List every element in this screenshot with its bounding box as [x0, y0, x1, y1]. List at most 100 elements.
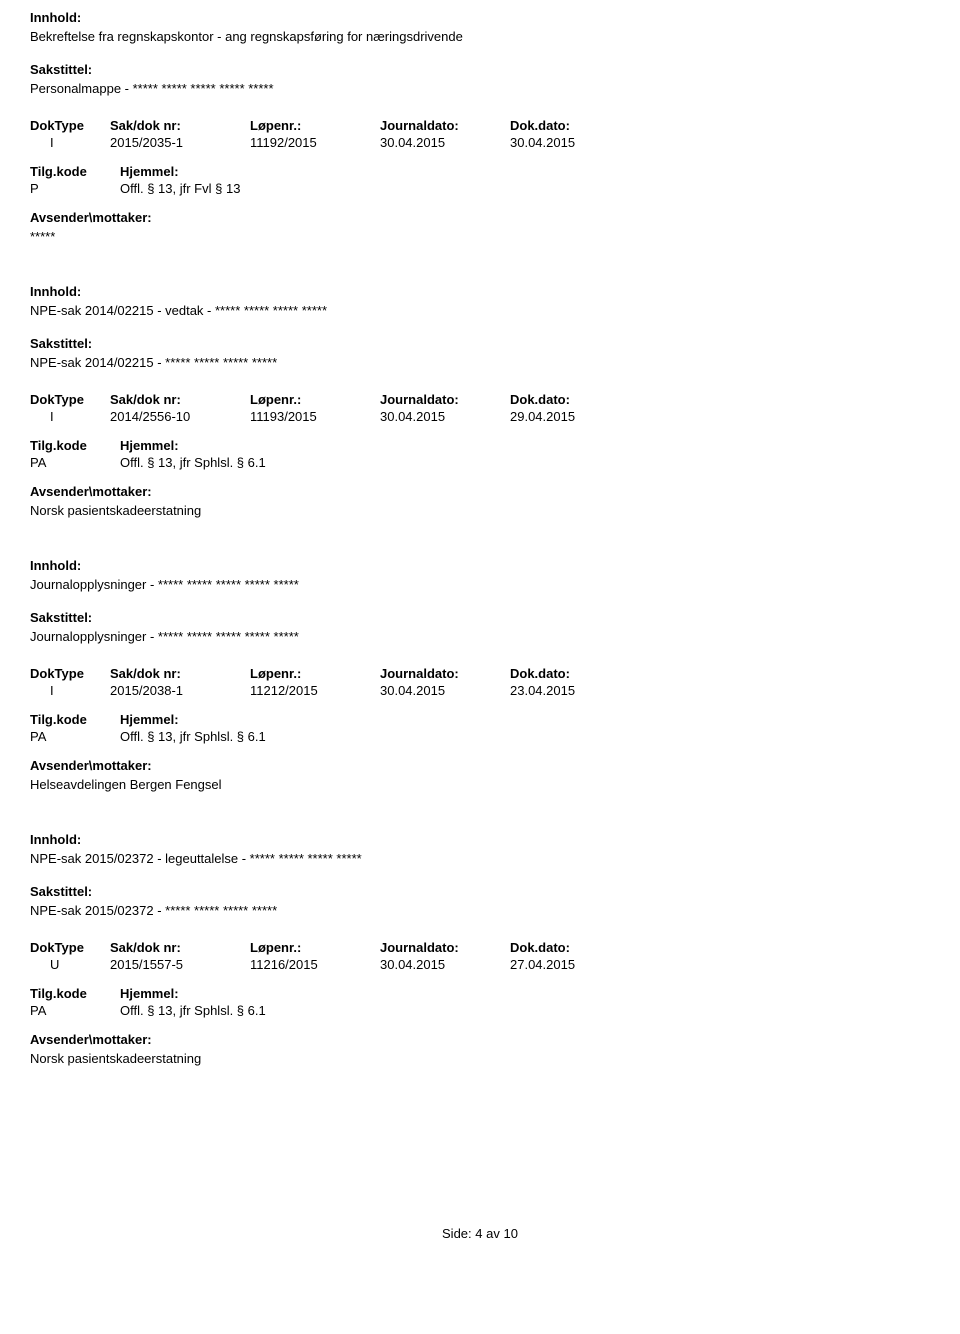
innhold-value: Bekreftelse fra regnskapskontor - ang re…	[30, 29, 930, 44]
journaldato-value: 30.04.2015	[380, 409, 510, 424]
tilg-header-row: Tilg.kode Hjemmel:	[30, 164, 930, 179]
sakstittel-value: Journalopplysninger - ***** ***** ***** …	[30, 629, 930, 644]
sakdok-header: Sak/dok nr:	[110, 392, 250, 407]
journaldato-header: Journaldato:	[380, 392, 510, 407]
sakstittel-label: Sakstittel:	[30, 62, 930, 77]
doktype-header: DokType	[30, 666, 110, 681]
sakstittel-value: NPE-sak 2014/02215 - ***** ***** ***** *…	[30, 355, 930, 370]
lopenr-header: Løpenr.:	[250, 392, 380, 407]
journaldato-value: 30.04.2015	[380, 683, 510, 698]
avsender-value: Norsk pasientskadeerstatning	[30, 1051, 930, 1066]
doktype-value: I	[30, 683, 110, 698]
doktype-header: DokType	[30, 940, 110, 955]
journal-entry: Innhold: NPE-sak 2014/02215 - vedtak - *…	[30, 284, 930, 518]
dokdato-header: Dok.dato:	[510, 392, 640, 407]
meta-header-row: DokType Sak/dok nr: Løpenr.: Journaldato…	[30, 118, 930, 133]
innhold-label: Innhold:	[30, 832, 930, 847]
meta-header-row: DokType Sak/dok nr: Løpenr.: Journaldato…	[30, 666, 930, 681]
lopenr-header: Løpenr.:	[250, 666, 380, 681]
tilg-value-row: PA Offl. § 13, jfr Sphlsl. § 6.1	[30, 729, 930, 744]
avsender-label: Avsender\mottaker:	[30, 484, 930, 499]
tilgkode-header: Tilg.kode	[30, 712, 120, 727]
innhold-value: NPE-sak 2015/02372 - legeuttalelse - ***…	[30, 851, 930, 866]
sakdok-value: 2015/2035-1	[110, 135, 250, 150]
sakdok-value: 2015/2038-1	[110, 683, 250, 698]
dokdato-header: Dok.dato:	[510, 940, 640, 955]
sakdok-header: Sak/dok nr:	[110, 940, 250, 955]
meta-value-row: I 2014/2556-10 11193/2015 30.04.2015 29.…	[30, 409, 930, 424]
innhold-label: Innhold:	[30, 284, 930, 299]
innhold-value: Journalopplysninger - ***** ***** ***** …	[30, 577, 930, 592]
lopenr-header: Løpenr.:	[250, 118, 380, 133]
footer-current: 4	[475, 1226, 482, 1241]
avsender-label: Avsender\mottaker:	[30, 1032, 930, 1047]
footer-prefix: Side:	[442, 1226, 472, 1241]
entries-list: Innhold: Bekreftelse fra regnskapskontor…	[30, 10, 930, 1066]
dokdato-value: 30.04.2015	[510, 135, 640, 150]
lopenr-header: Løpenr.:	[250, 940, 380, 955]
doktype-value: U	[30, 957, 110, 972]
tilg-header-row: Tilg.kode Hjemmel:	[30, 712, 930, 727]
tilgkode-value: PA	[30, 1003, 120, 1018]
dokdato-value: 27.04.2015	[510, 957, 640, 972]
meta-table: DokType Sak/dok nr: Løpenr.: Journaldato…	[30, 940, 930, 972]
tilgkode-header: Tilg.kode	[30, 986, 120, 1001]
journaldato-header: Journaldato:	[380, 118, 510, 133]
hjemmel-header: Hjemmel:	[120, 438, 930, 453]
tilgkode-value: PA	[30, 455, 120, 470]
hjemmel-header: Hjemmel:	[120, 712, 930, 727]
dokdato-header: Dok.dato:	[510, 666, 640, 681]
sakdok-header: Sak/dok nr:	[110, 118, 250, 133]
tilgkode-header: Tilg.kode	[30, 438, 120, 453]
doktype-value: I	[30, 409, 110, 424]
page-footer: Side: 4 av 10	[30, 1226, 930, 1241]
innhold-label: Innhold:	[30, 10, 930, 25]
sakstittel-value: Personalmappe - ***** ***** ***** ***** …	[30, 81, 930, 96]
hjemmel-value: Offl. § 13, jfr Fvl § 13	[120, 181, 930, 196]
sakdok-header: Sak/dok nr:	[110, 666, 250, 681]
meta-header-row: DokType Sak/dok nr: Løpenr.: Journaldato…	[30, 392, 930, 407]
tilg-header-row: Tilg.kode Hjemmel:	[30, 986, 930, 1001]
innhold-label: Innhold:	[30, 558, 930, 573]
sakdok-value: 2015/1557-5	[110, 957, 250, 972]
avsender-value: Norsk pasientskadeerstatning	[30, 503, 930, 518]
tilg-header-row: Tilg.kode Hjemmel:	[30, 438, 930, 453]
dokdato-value: 29.04.2015	[510, 409, 640, 424]
journaldato-value: 30.04.2015	[380, 135, 510, 150]
sakstittel-label: Sakstittel:	[30, 610, 930, 625]
doktype-header: DokType	[30, 118, 110, 133]
tilgkode-value: PA	[30, 729, 120, 744]
tilg-value-row: P Offl. § 13, jfr Fvl § 13	[30, 181, 930, 196]
meta-value-row: U 2015/1557-5 11216/2015 30.04.2015 27.0…	[30, 957, 930, 972]
sakstittel-value: NPE-sak 2015/02372 - ***** ***** ***** *…	[30, 903, 930, 918]
journaldato-value: 30.04.2015	[380, 957, 510, 972]
footer-total: 10	[504, 1226, 518, 1241]
avsender-label: Avsender\mottaker:	[30, 210, 930, 225]
sakdok-value: 2014/2556-10	[110, 409, 250, 424]
tilg-value-row: PA Offl. § 13, jfr Sphlsl. § 6.1	[30, 1003, 930, 1018]
lopenr-value: 11193/2015	[250, 409, 380, 424]
meta-value-row: I 2015/2035-1 11192/2015 30.04.2015 30.0…	[30, 135, 930, 150]
hjemmel-header: Hjemmel:	[120, 986, 930, 1001]
hjemmel-value: Offl. § 13, jfr Sphlsl. § 6.1	[120, 1003, 930, 1018]
journal-entry: Innhold: Bekreftelse fra regnskapskontor…	[30, 10, 930, 244]
dokdato-value: 23.04.2015	[510, 683, 640, 698]
sakstittel-label: Sakstittel:	[30, 336, 930, 351]
meta-table: DokType Sak/dok nr: Løpenr.: Journaldato…	[30, 392, 930, 424]
sakstittel-label: Sakstittel:	[30, 884, 930, 899]
avsender-value: *****	[30, 229, 930, 244]
avsender-value: Helseavdelingen Bergen Fengsel	[30, 777, 930, 792]
journaldato-header: Journaldato:	[380, 666, 510, 681]
hjemmel-value: Offl. § 13, jfr Sphlsl. § 6.1	[120, 455, 930, 470]
doktype-value: I	[30, 135, 110, 150]
lopenr-value: 11216/2015	[250, 957, 380, 972]
journal-entry: Innhold: NPE-sak 2015/02372 - legeuttale…	[30, 832, 930, 1066]
meta-value-row: I 2015/2038-1 11212/2015 30.04.2015 23.0…	[30, 683, 930, 698]
hjemmel-value: Offl. § 13, jfr Sphlsl. § 6.1	[120, 729, 930, 744]
tilgkode-value: P	[30, 181, 120, 196]
footer-sep: av	[486, 1226, 500, 1241]
innhold-value: NPE-sak 2014/02215 - vedtak - ***** ****…	[30, 303, 930, 318]
dokdato-header: Dok.dato:	[510, 118, 640, 133]
journal-entry: Innhold: Journalopplysninger - ***** ***…	[30, 558, 930, 792]
lopenr-value: 11212/2015	[250, 683, 380, 698]
